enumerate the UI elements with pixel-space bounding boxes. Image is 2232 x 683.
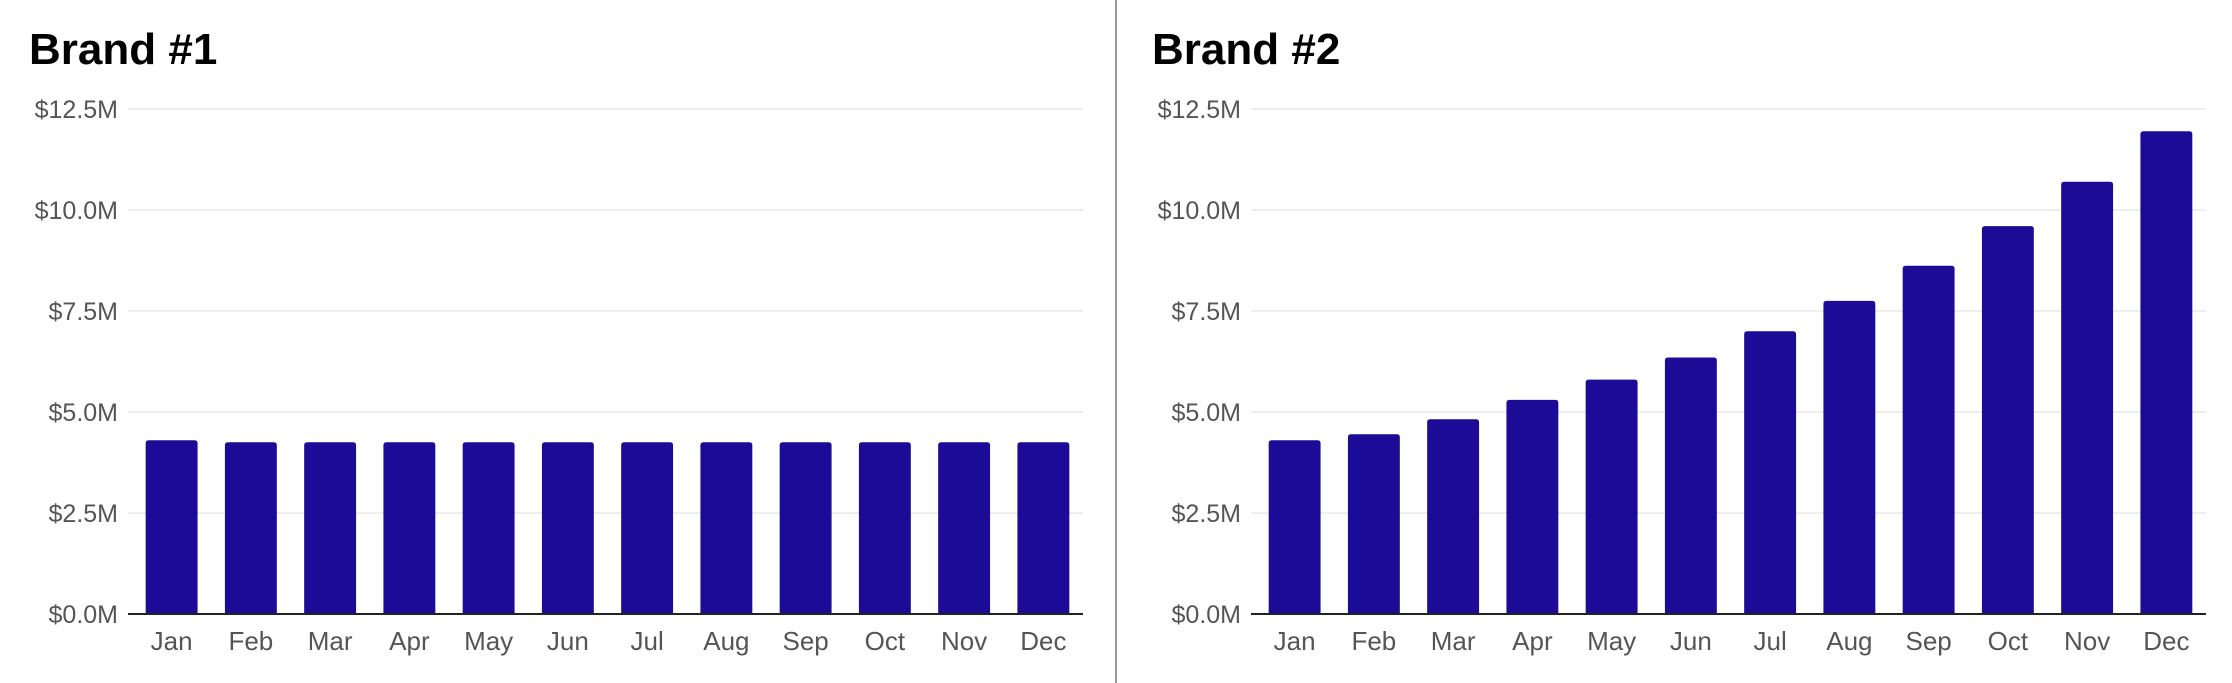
bar-mar xyxy=(304,442,357,614)
brand-1-chart: Brand #1 $0.0M $2.5M $5.0M $7.5M $10.0M $12.5M… xyxy=(29,25,1083,656)
bar-feb xyxy=(224,442,277,614)
bar-jul xyxy=(1744,331,1797,614)
x-category-label: Jan xyxy=(1274,626,1316,656)
y-tick-label: $0.0M xyxy=(1172,601,1241,629)
bar-jun xyxy=(1664,357,1717,614)
bar-may xyxy=(1585,379,1638,614)
x-category-label: Apr xyxy=(1512,626,1553,656)
y-tick-label: $2.5M xyxy=(49,500,118,528)
x-category-label: Mar xyxy=(1431,626,1476,656)
bar-mar xyxy=(1427,419,1480,614)
bar-apr xyxy=(383,442,436,614)
x-category-label: Jun xyxy=(547,626,589,656)
bar-jan xyxy=(1268,440,1321,614)
x-category-label: Dec xyxy=(2143,626,2189,656)
bar-aug xyxy=(1823,300,1876,614)
y-tick-label: $5.0M xyxy=(49,399,118,427)
x-category-label: Dec xyxy=(1020,626,1066,656)
x-category-label: May xyxy=(464,626,513,656)
bar-nov xyxy=(938,442,991,614)
y-tick-label: $7.5M xyxy=(1172,298,1241,326)
y-tick-label: $7.5M xyxy=(49,298,118,326)
bar-jun xyxy=(541,442,594,614)
bar-nov xyxy=(2061,181,2114,614)
x-category-label: Feb xyxy=(228,626,273,656)
bar-feb xyxy=(1347,434,1400,614)
y-tick-label: $10.0M xyxy=(35,197,118,225)
bar-aug xyxy=(700,442,753,614)
bar-dec xyxy=(2140,131,2193,614)
x-category-label: Nov xyxy=(2064,626,2110,656)
bar-jan xyxy=(145,440,198,614)
bar-oct xyxy=(858,442,911,614)
brand-2-chart: Brand #2 $0.0M $2.5M $5.0M $7.5M $10.0M $12.5M… xyxy=(1152,25,2206,656)
x-category-label: Jun xyxy=(1670,626,1712,656)
chart-title: Brand #1 xyxy=(29,25,217,74)
bar-oct xyxy=(1981,226,2034,614)
bar-jul xyxy=(621,442,674,614)
bar-sep xyxy=(1902,265,1955,614)
x-category-label: Feb xyxy=(1351,626,1396,656)
y-tick-label: $10.0M xyxy=(1158,197,1241,225)
chart-title: Brand #2 xyxy=(1152,25,1340,74)
y-tick-label: $12.5M xyxy=(1158,96,1241,124)
x-category-label: Sep xyxy=(782,626,828,656)
x-category-label: Jul xyxy=(1754,626,1787,656)
x-category-label: Aug xyxy=(1826,626,1872,656)
bar-sep xyxy=(779,442,832,614)
y-tick-label: $0.0M xyxy=(49,601,118,629)
x-category-label: Oct xyxy=(1988,626,2029,656)
x-category-label: Sep xyxy=(1905,626,1951,656)
x-category-label: Mar xyxy=(308,626,353,656)
bar-apr xyxy=(1506,399,1559,614)
y-tick-label: $12.5M xyxy=(35,96,118,124)
x-category-label: Aug xyxy=(703,626,749,656)
y-tick-label: $2.5M xyxy=(1172,500,1241,528)
bar-dec xyxy=(1017,442,1070,614)
bar-may xyxy=(462,442,515,614)
x-category-label: Jul xyxy=(631,626,664,656)
x-category-label: Apr xyxy=(389,626,430,656)
x-category-label: Jan xyxy=(151,626,193,656)
y-tick-label: $5.0M xyxy=(1172,399,1241,427)
x-category-label: Oct xyxy=(865,626,906,656)
x-category-label: May xyxy=(1587,626,1636,656)
x-category-label: Nov xyxy=(941,626,987,656)
